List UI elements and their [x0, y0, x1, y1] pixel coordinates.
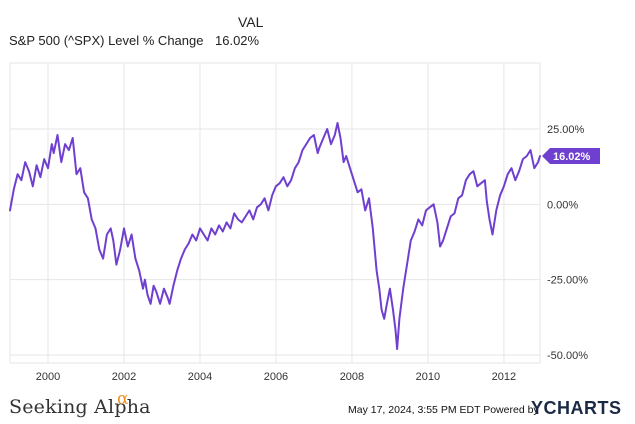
x-tick-label: 2006: [264, 371, 288, 383]
legend-column-header: VAL: [238, 14, 264, 30]
x-tick-label: 2002: [112, 371, 136, 383]
plot-frame: [9, 62, 541, 364]
ycharts-logo[interactable]: YCHARTS: [531, 398, 622, 418]
y-tick-label: -50.00%: [547, 350, 588, 362]
series-line[interactable]: [9, 122, 541, 350]
y-tick-label: -25.00%: [547, 275, 588, 287]
powered-by-label: Powered by: [483, 404, 539, 416]
series-line-layer: [9, 122, 541, 350]
alpha-logo-mark: α: [117, 389, 129, 409]
end-value-badge-label: 16.02%: [553, 151, 591, 163]
y-tick-label: 0.00%: [547, 199, 578, 211]
seeking-alpha-logo[interactable]: Seeking Alpha: [9, 396, 151, 418]
x-tick-label: 2010: [416, 371, 440, 383]
x-tick-label: 2000: [36, 371, 60, 383]
end-value-badge-shape: [542, 148, 600, 165]
legend: VAL S&P 500 (^SPX) Level % Change 16.02%: [0, 0, 635, 58]
legend-series-value: 16.02%: [215, 33, 260, 48]
grid: [9, 62, 541, 364]
y-axis-ticks: 25.00% 0.00% -25.00% -50.00%: [547, 124, 588, 362]
footer: Seeking Alpha α May 17, 2024, 3:55 PM ED…: [0, 389, 635, 424]
legend-series-name[interactable]: S&P 500 (^SPX) Level % Change: [9, 33, 204, 48]
y-tick-label: 25.00%: [547, 124, 585, 136]
timestamp-powered-by: May 17, 2024, 3:55 PM EDT Powered by: [348, 404, 539, 416]
timestamp: May 17, 2024, 3:55 PM EDT: [348, 404, 481, 416]
x-tick-label: 2012: [492, 371, 516, 383]
x-axis-ticks: 2000 2002 2004 2006 2008 2010 2012: [36, 371, 516, 383]
x-tick-label: 2008: [340, 371, 364, 383]
x-tick-label: 2004: [188, 371, 212, 383]
end-value-badge: 16.02%: [542, 148, 600, 165]
